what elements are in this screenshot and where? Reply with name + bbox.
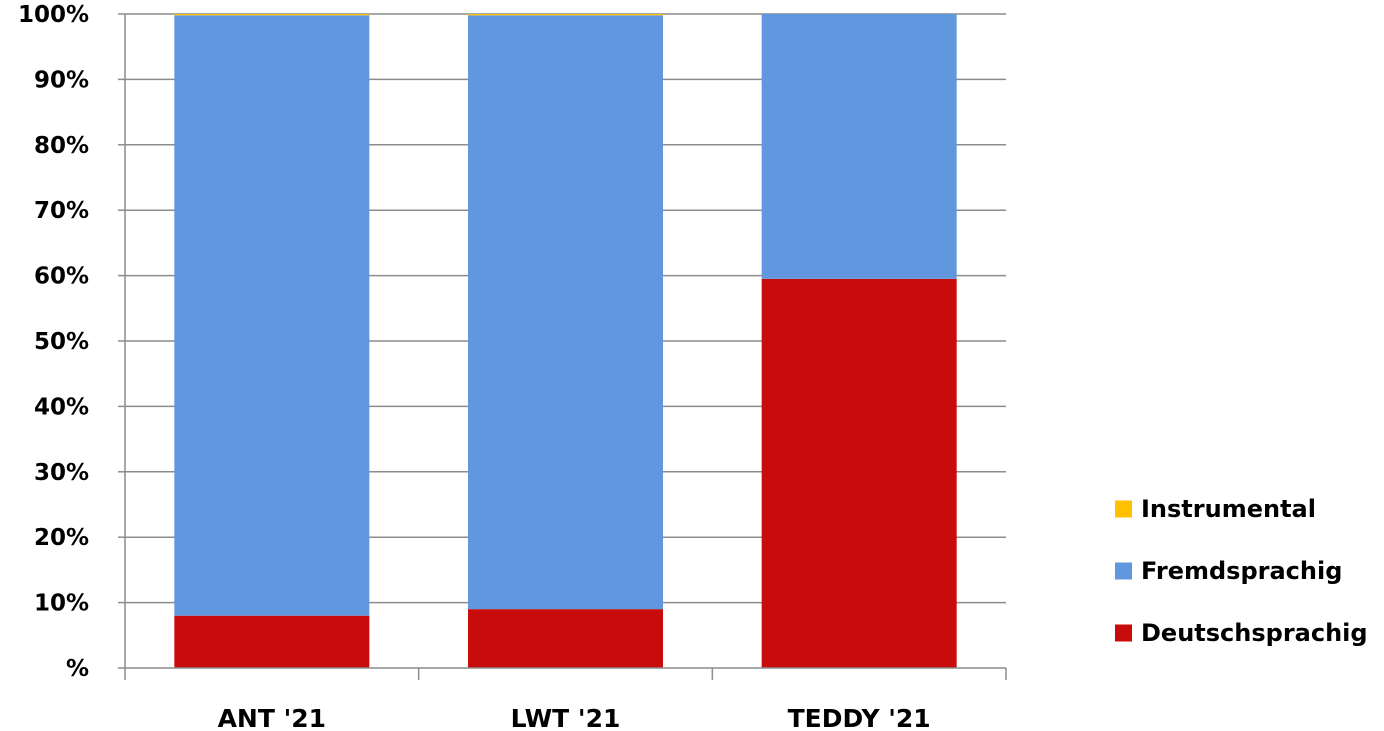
bar-segment-deutschsprachig-1 xyxy=(174,615,370,668)
y-tick-label: % xyxy=(66,656,89,682)
legend-label-deutschsprachig: Deutschsprachig xyxy=(1141,619,1368,647)
bar-segment-deutschsprachig-3 xyxy=(761,278,957,668)
legend-label-instrumental: Instrumental xyxy=(1141,495,1316,523)
y-tick-label: 30% xyxy=(34,460,89,486)
y-tick-label: 40% xyxy=(34,394,89,420)
bar-segment-deutschsprachig-2 xyxy=(468,609,663,668)
y-tick-label: 70% xyxy=(34,198,89,224)
y-tick-label: 60% xyxy=(34,264,89,290)
y-tick-label: 20% xyxy=(34,525,89,551)
x-category-label: TEDDY '21 xyxy=(788,704,931,731)
bar-segment-instrumental-2 xyxy=(468,14,663,16)
x-category-label: ANT '21 xyxy=(218,704,326,731)
axes xyxy=(118,13,1007,680)
y-tick-label: 100% xyxy=(18,2,89,28)
y-axis-tick-labels: % 10% 20% 30% 40% 50% 60% 70% 80% 90% 100% xyxy=(18,2,89,682)
bar-segment-fremdsprachig-3 xyxy=(761,14,957,279)
legend-swatch-instrumental xyxy=(1115,500,1132,518)
legend: Instrumental Fremdsprachig Deutschsprachig xyxy=(1115,495,1368,647)
legend-label-fremdsprachig: Fremdsprachig xyxy=(1141,557,1342,585)
bar-segment-fremdsprachig-2 xyxy=(468,15,663,610)
y-tick-label: 90% xyxy=(34,67,89,93)
y-tick-label: 50% xyxy=(34,329,89,355)
x-axis-category-labels: ANT '21 LWT '21 TEDDY '21 xyxy=(218,704,931,731)
bars xyxy=(174,14,957,668)
x-category-label: LWT '21 xyxy=(511,704,621,731)
y-tick-label: 10% xyxy=(34,591,89,617)
bar-segment-fremdsprachig-1 xyxy=(174,15,370,616)
bar-segment-instrumental-1 xyxy=(174,14,370,16)
legend-swatch-fremdsprachig xyxy=(1115,562,1132,580)
y-tick-label: 80% xyxy=(34,133,89,159)
legend-swatch-deutschsprachig xyxy=(1115,624,1132,642)
